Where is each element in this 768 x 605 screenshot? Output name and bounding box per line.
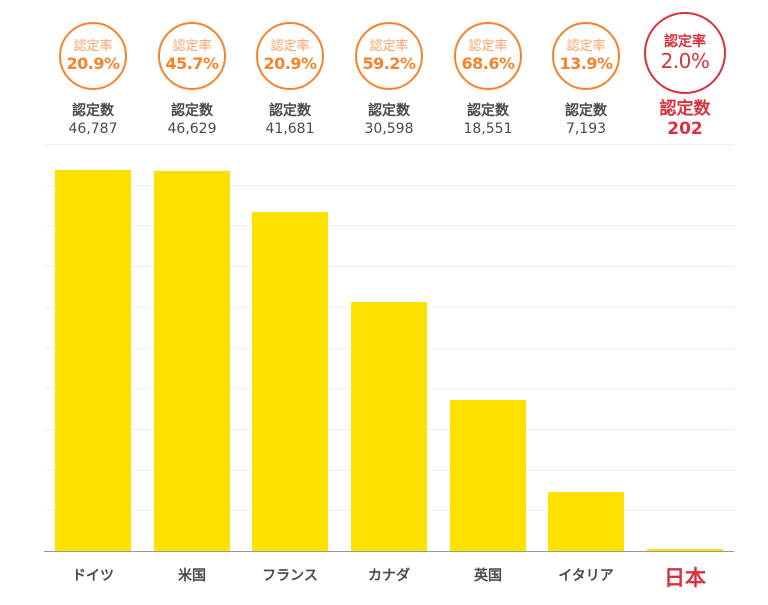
x-axis-label: 日本 bbox=[664, 566, 706, 590]
x-axis-label: フランス bbox=[262, 568, 318, 584]
count-value: 46,787 bbox=[68, 121, 118, 137]
rate-label: 認定率 bbox=[369, 39, 409, 54]
count-label: 認定数 bbox=[269, 103, 311, 119]
count-value: 30,598 bbox=[364, 121, 414, 137]
count-label: 認定数 bbox=[565, 103, 607, 119]
x-axis-line bbox=[44, 551, 734, 552]
rate-badge: 認定率 13.9% bbox=[552, 22, 620, 90]
x-axis-label: 英国 bbox=[474, 568, 502, 584]
bar bbox=[450, 400, 526, 551]
rate-label: 認定率 bbox=[566, 39, 606, 54]
rate-label: 認定率 bbox=[270, 39, 310, 54]
count-value: 18,551 bbox=[463, 121, 513, 137]
plot-area bbox=[44, 144, 734, 552]
rate-badge: 認定率 68.6% bbox=[454, 22, 522, 90]
rate-value: 59.2% bbox=[362, 54, 416, 73]
rate-label: 認定率 bbox=[172, 39, 212, 54]
gridline bbox=[44, 144, 734, 145]
rate-value: 45.7% bbox=[165, 54, 219, 73]
rate-label: 認定率 bbox=[468, 39, 508, 54]
count-block: 認定数 30,598 bbox=[334, 102, 444, 138]
rate-value: 13.9% bbox=[559, 54, 613, 73]
gridline bbox=[44, 225, 734, 227]
rate-badge: 認定率 2.0% bbox=[644, 12, 726, 94]
count-label: 認定数 bbox=[72, 103, 114, 119]
rate-badge: 認定率 20.9% bbox=[256, 22, 324, 90]
rate-value: 20.9% bbox=[66, 54, 120, 73]
count-label: 認定数 bbox=[467, 103, 509, 119]
rate-label: 認定率 bbox=[73, 39, 113, 54]
rate-value: 2.0% bbox=[660, 48, 710, 73]
x-axis-label: カナダ bbox=[368, 568, 410, 584]
count-label: 認定数 bbox=[368, 103, 410, 119]
x-axis-label: イタリア bbox=[558, 568, 614, 584]
bar bbox=[154, 171, 230, 551]
bar bbox=[351, 301, 427, 551]
count-value: 46,629 bbox=[167, 121, 217, 137]
rate-badge: 認定率 20.9% bbox=[59, 22, 127, 90]
rate-value: 68.6% bbox=[461, 54, 515, 73]
count-block: 認定数 46,787 bbox=[38, 102, 148, 138]
gridline bbox=[44, 184, 734, 186]
bar bbox=[647, 549, 723, 551]
rate-badge: 認定率 59.2% bbox=[355, 22, 423, 90]
count-label: 認定数 bbox=[171, 103, 213, 119]
count-value: 7,193 bbox=[565, 121, 607, 137]
gridline bbox=[44, 266, 734, 268]
count-label: 認定数 bbox=[659, 99, 711, 119]
bar bbox=[252, 211, 328, 551]
x-axis-label: 米国 bbox=[178, 568, 206, 584]
count-value: 202 bbox=[667, 119, 703, 139]
count-block: 認定数 202 bbox=[630, 99, 740, 139]
rate-badge: 認定率 45.7% bbox=[158, 22, 226, 90]
count-block: 認定数 46,629 bbox=[137, 102, 247, 138]
bar bbox=[548, 492, 624, 551]
x-axis-label: ドイツ bbox=[72, 568, 114, 584]
bar bbox=[55, 170, 131, 551]
count-block: 認定数 7,193 bbox=[531, 102, 641, 138]
rate-value: 20.9% bbox=[263, 54, 317, 73]
count-block: 認定数 41,681 bbox=[235, 102, 345, 138]
count-block: 認定数 18,551 bbox=[433, 102, 543, 138]
rate-label: 認定率 bbox=[664, 33, 706, 50]
count-value: 41,681 bbox=[265, 121, 315, 137]
